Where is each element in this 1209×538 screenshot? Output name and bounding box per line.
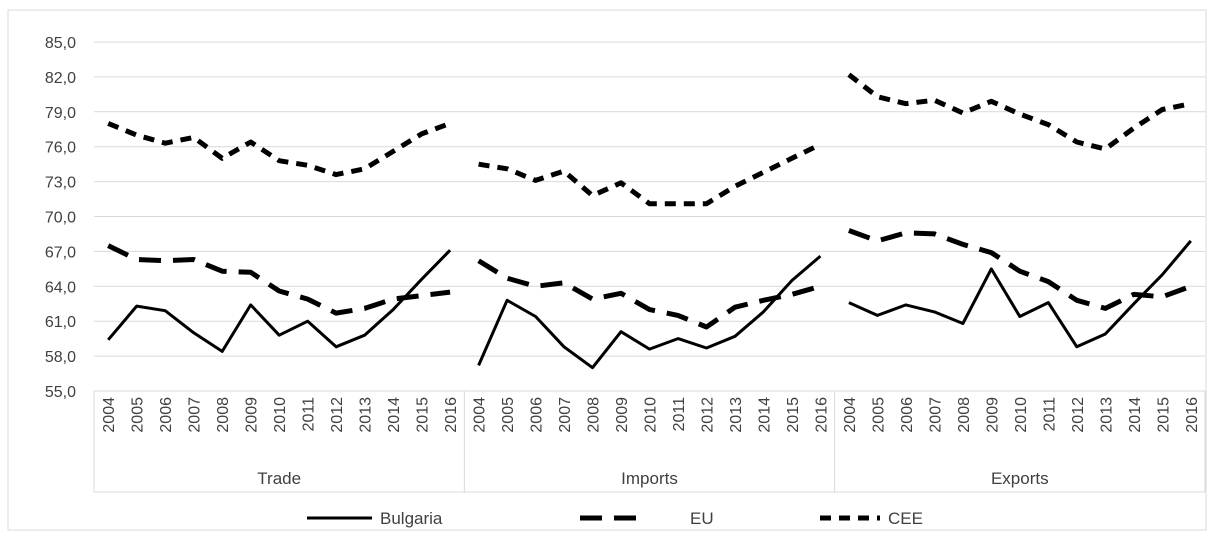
x-tick-label: 2015 xyxy=(785,397,802,433)
series-line-eu-imports xyxy=(477,258,822,330)
x-tick-label: 2008 xyxy=(586,397,603,433)
y-tick-label: 67,0 xyxy=(45,244,76,261)
x-tick-label: 2015 xyxy=(1155,397,1172,433)
gridlines xyxy=(94,41,1205,392)
x-tick-label: 2013 xyxy=(358,397,375,433)
x-tick-label: 2009 xyxy=(614,397,631,433)
y-tick-label: 82,0 xyxy=(45,70,76,87)
group-label-exports: Exports xyxy=(991,469,1049,488)
series-line-cee-imports xyxy=(478,142,822,207)
x-tick-label: 2015 xyxy=(415,397,432,433)
series-lines xyxy=(107,72,1192,370)
x-tick-label: 2011 xyxy=(301,397,318,432)
x-tick-label: 2009 xyxy=(984,397,1001,433)
x-tick-label: 2011 xyxy=(671,397,688,432)
x-axis: 2004 2005 2006 2007 2008 2009 2010 2011 2012 2013… xyxy=(93,390,1206,493)
x-tick-label: 2012 xyxy=(700,397,717,433)
x-tick-label: 2014 xyxy=(1127,397,1144,433)
x-tick-label: 2008 xyxy=(956,397,973,433)
series-line-bulgaria-trade xyxy=(107,249,452,353)
series-line-cee-trade xyxy=(107,121,451,178)
legend-label-cee: CEE xyxy=(888,509,923,528)
group-label-trade: Trade xyxy=(257,469,301,488)
y-tick-label: 64,0 xyxy=(45,279,76,296)
x-tick-label: 2006 xyxy=(529,397,546,433)
x-tick-label: 2006 xyxy=(158,397,175,433)
series-line-bulgaria-imports xyxy=(477,254,822,370)
y-tick-label: 61,0 xyxy=(45,314,76,331)
x-tick-label: 2016 xyxy=(443,397,460,433)
y-tick-label: 85,0 xyxy=(45,35,76,52)
x-tick-label: 2005 xyxy=(870,397,887,433)
y-tick-label: 73,0 xyxy=(45,175,76,192)
x-tick-label: 2010 xyxy=(643,397,660,433)
y-tick-label: 58,0 xyxy=(45,349,76,366)
y-axis-ticks: 55,0 58,0 61,0 64,0 67,0 70,0 73,0 76,0 79,0 82,0… xyxy=(45,35,76,401)
y-tick-label: 79,0 xyxy=(45,105,76,122)
x-tick-label: 2007 xyxy=(927,397,944,433)
series-line-eu-trade xyxy=(107,243,451,316)
chart-border xyxy=(7,9,1207,531)
x-tick-label: 2014 xyxy=(386,397,403,433)
legend: Bulgaria EU CEE xyxy=(307,509,923,528)
y-tick-label: 55,0 xyxy=(45,384,76,401)
group-label-imports: Imports xyxy=(621,469,678,488)
x-tick-label: 2007 xyxy=(557,397,574,433)
y-tick-label: 76,0 xyxy=(45,140,76,157)
x-tick-label: 2004 xyxy=(472,397,489,433)
series-line-cee-exports xyxy=(847,72,1192,152)
series-line-bulgaria-exports xyxy=(848,239,1192,349)
x-tick-label: 2016 xyxy=(813,397,830,433)
legend-label-eu: EU xyxy=(690,509,714,528)
x-tick-label: 2008 xyxy=(215,397,232,433)
x-tick-label: 2005 xyxy=(500,397,517,433)
x-tick-label: 2016 xyxy=(1184,397,1201,433)
x-tick-label: 2014 xyxy=(756,397,773,433)
series-line-eu-exports xyxy=(848,228,1192,311)
x-tick-label: 2012 xyxy=(1070,397,1087,433)
x-tick-label: 2010 xyxy=(1013,397,1030,433)
x-tick-label: 2013 xyxy=(1098,397,1115,433)
x-tick-label: 2005 xyxy=(130,397,147,433)
x-tick-label: 2009 xyxy=(244,397,261,433)
legend-label-bulgaria: Bulgaria xyxy=(380,509,443,528)
x-tick-label: 2007 xyxy=(187,397,204,433)
x-tick-label: 2004 xyxy=(101,397,118,433)
x-tick-label: 2013 xyxy=(728,397,745,433)
x-tick-label: 2010 xyxy=(272,397,289,433)
x-tick-label: 2004 xyxy=(842,397,859,433)
y-tick-label: 70,0 xyxy=(45,210,76,227)
x-tick-label: 2006 xyxy=(899,397,916,433)
x-tick-label: 2011 xyxy=(1041,397,1058,432)
x-tick-label: 2012 xyxy=(329,397,346,433)
